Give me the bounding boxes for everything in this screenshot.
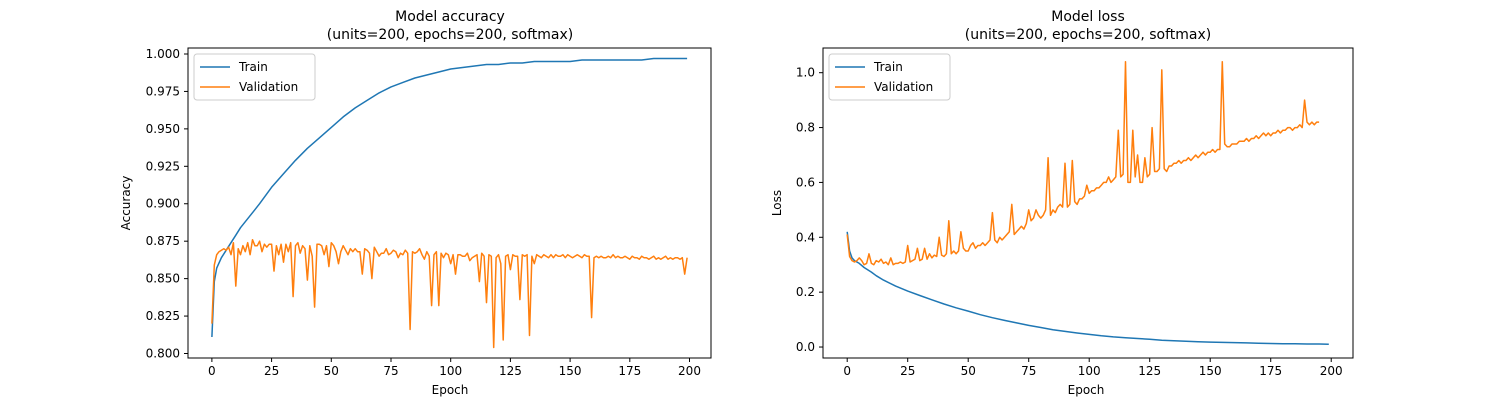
accuracy-chart-title-line1: Model accuracy: [395, 9, 505, 25]
accuracy-x-tick-label: 100: [439, 364, 462, 378]
loss-ticks: 0 25 50 75 100 125 150 175 200 0.0 0.2 0.4 0.6 0.8 1.0: [796, 66, 1343, 378]
loss-y-tick-label: 1.0: [796, 66, 815, 80]
accuracy-x-tick-label: 50: [324, 364, 339, 378]
accuracy-train-series-line: [211, 57, 688, 338]
loss-y-axis-label: Loss: [770, 190, 784, 216]
loss-chart-title-line2: (units=200, epochs=200, softmax): [965, 27, 1212, 43]
accuracy-legend: Train Validation: [193, 53, 316, 101]
accuracy-y-tick-label: 0.900: [146, 197, 180, 211]
accuracy-chart-title-line2: (units=200, epochs=200, softmax): [327, 27, 574, 43]
accuracy-y-tick-label: 0.850: [146, 272, 180, 286]
loss-y-tick-label: 0.2: [796, 285, 815, 299]
accuracy-chart: Model accuracy (units=200, epochs=200, s…: [119, 9, 712, 397]
loss-chart: Model loss (units=200, epochs=200, softm…: [770, 9, 1354, 397]
loss-x-tick-label: 75: [1021, 364, 1036, 378]
accuracy-x-tick-label: 200: [678, 364, 701, 378]
accuracy-x-axis-label: Epoch: [432, 383, 469, 397]
loss-legend-box: [828, 53, 951, 101]
accuracy-axes-frame: [187, 47, 712, 359]
loss-y-tick-label: 0.4: [796, 230, 815, 244]
loss-legend: Train Validation: [828, 53, 951, 101]
accuracy-series-group: [211, 57, 688, 349]
accuracy-y-tick-label: 0.925: [146, 159, 180, 173]
accuracy-y-tick-label: 0.950: [146, 122, 180, 136]
loss-legend-train-label: Train: [873, 60, 903, 74]
loss-train-series-line: [846, 231, 1329, 346]
loss-series-group: [846, 60, 1329, 346]
accuracy-ticks: 0 25 50 75 100 125 150 175 200 0.800 0.825 0.850 0.8…: [146, 47, 701, 378]
loss-x-tick-label: 200: [1320, 364, 1343, 378]
loss-y-tick-label: 0.8: [796, 121, 815, 135]
accuracy-legend-validation-label: Validation: [239, 80, 298, 94]
loss-y-tick-label: 0.6: [796, 175, 815, 189]
loss-x-tick-label: 100: [1078, 364, 1101, 378]
loss-y-tick-label: 0.0: [796, 340, 815, 354]
loss-x-tick-label: 125: [1138, 364, 1161, 378]
loss-x-tick-label: 150: [1199, 364, 1222, 378]
accuracy-x-tick-label: 175: [618, 364, 641, 378]
accuracy-x-tick-label: 150: [559, 364, 582, 378]
accuracy-x-tick-label: 0: [208, 364, 216, 378]
loss-legend-validation-label: Validation: [874, 80, 933, 94]
accuracy-legend-box: [193, 53, 316, 101]
loss-chart-title-line1: Model loss: [1051, 9, 1125, 25]
loss-x-axis-label: Epoch: [1068, 383, 1105, 397]
loss-x-tick-label: 0: [843, 364, 851, 378]
accuracy-y-tick-label: 0.800: [146, 347, 180, 361]
accuracy-x-tick-label: 125: [499, 364, 522, 378]
accuracy-validation-series-line: [211, 238, 688, 349]
loss-validation-series-line: [846, 60, 1320, 266]
accuracy-y-tick-label: 1.000: [146, 47, 180, 61]
loss-axes-frame: [822, 47, 1354, 359]
accuracy-y-tick-label: 0.825: [146, 309, 180, 323]
loss-x-tick-label: 25: [900, 364, 915, 378]
loss-x-tick-label: 50: [961, 364, 976, 378]
accuracy-x-tick-label: 25: [264, 364, 279, 378]
accuracy-legend-train-label: Train: [238, 60, 268, 74]
accuracy-y-tick-label: 0.975: [146, 84, 180, 98]
accuracy-y-axis-label: Accuracy: [119, 176, 133, 231]
accuracy-x-tick-label: 75: [383, 364, 398, 378]
loss-x-tick-label: 175: [1259, 364, 1282, 378]
accuracy-y-tick-label: 0.875: [146, 234, 180, 248]
